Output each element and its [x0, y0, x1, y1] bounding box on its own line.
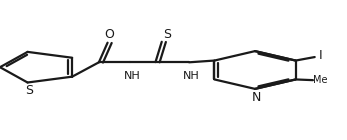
Text: O: O — [104, 29, 114, 41]
Text: Me: Me — [313, 75, 327, 85]
Text: S: S — [25, 84, 33, 97]
Text: NH: NH — [183, 71, 199, 81]
Text: I: I — [319, 49, 323, 62]
Text: NH: NH — [124, 71, 140, 81]
Text: N: N — [251, 91, 261, 103]
Text: S: S — [163, 28, 171, 41]
